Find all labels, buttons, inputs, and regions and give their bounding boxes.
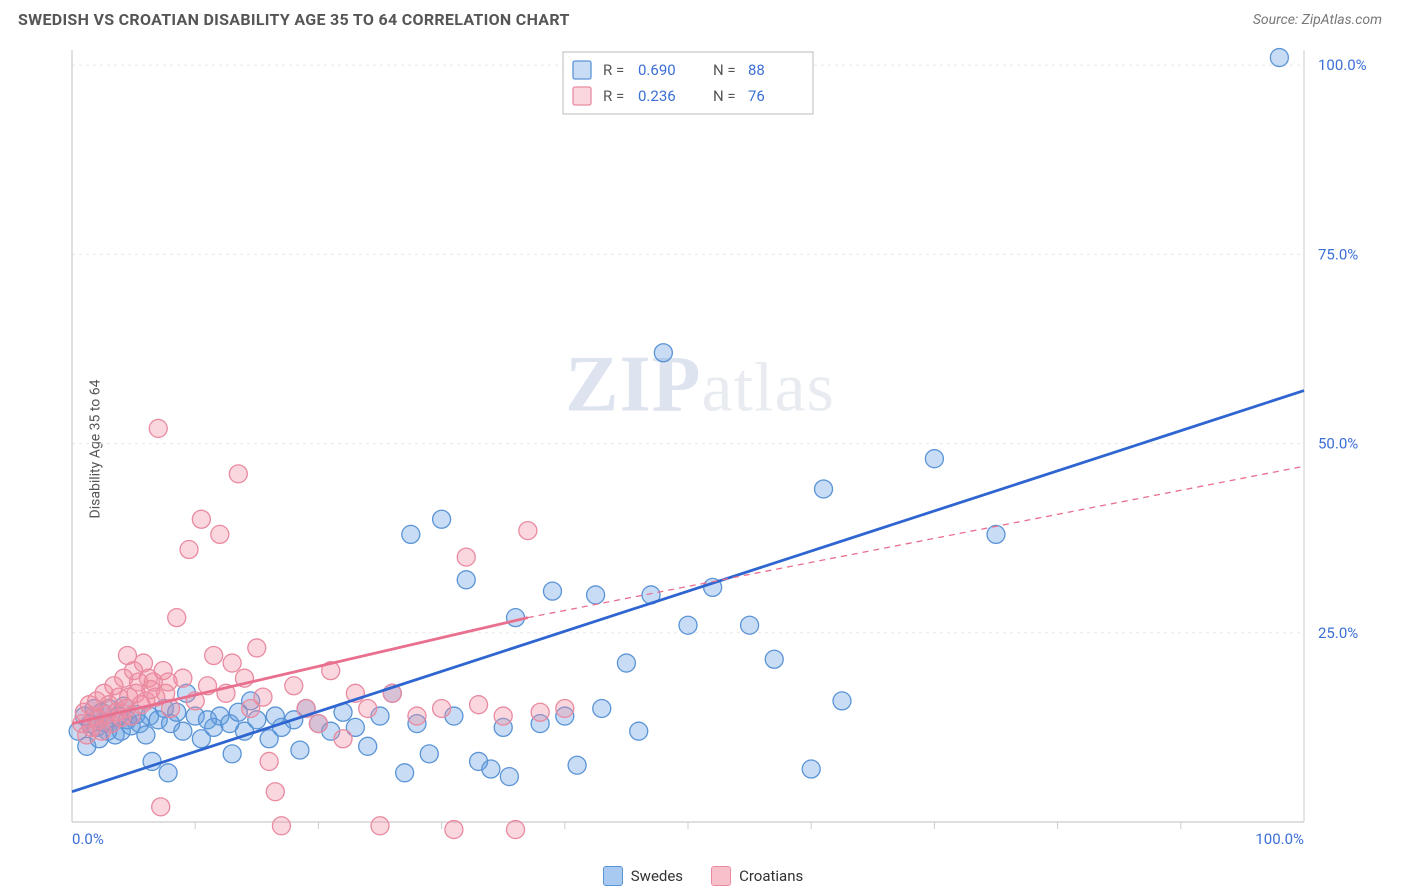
svg-text:0.236: 0.236 [638, 87, 676, 105]
svg-text:88: 88 [748, 61, 765, 79]
scatter-chart: 25.0% 50.0% 75.0% 100.0% 0.0% 100.0% R = 0.690 N… [66, 46, 1382, 852]
legend-label: Swedes [631, 867, 683, 885]
legend-item-swedes: Swedes [603, 866, 683, 886]
svg-text:R =: R = [603, 87, 624, 105]
chart-source: Source: ZipAtlas.com [1253, 12, 1382, 28]
svg-text:N =: N = [713, 87, 736, 105]
svg-text:0.690: 0.690 [638, 61, 676, 79]
svg-text:100.0%: 100.0% [1255, 830, 1304, 848]
svg-text:50.0%: 50.0% [1318, 435, 1358, 453]
chart-container: Disability Age 35 to 64 ZIPatlas 25.0%50… [18, 46, 1382, 852]
bottom-legend: Swedes Croatians [0, 866, 1406, 886]
svg-text:25.0%: 25.0% [1318, 624, 1358, 642]
svg-text:N =: N = [713, 61, 736, 79]
chart-title: SWEDISH VS CROATIAN DISABILITY AGE 35 TO… [18, 10, 570, 29]
svg-text:0.0%: 0.0% [72, 830, 104, 848]
svg-text:76: 76 [748, 87, 765, 105]
legend-swatch-swedes [603, 866, 623, 886]
legend-swatch-croatians [711, 866, 731, 886]
legend-item-croatians: Croatians [711, 866, 803, 886]
svg-text:100.0%: 100.0% [1318, 56, 1367, 74]
svg-text:R =: R = [603, 61, 624, 79]
svg-text:75.0%: 75.0% [1318, 245, 1358, 263]
legend-label: Croatians [739, 867, 803, 885]
